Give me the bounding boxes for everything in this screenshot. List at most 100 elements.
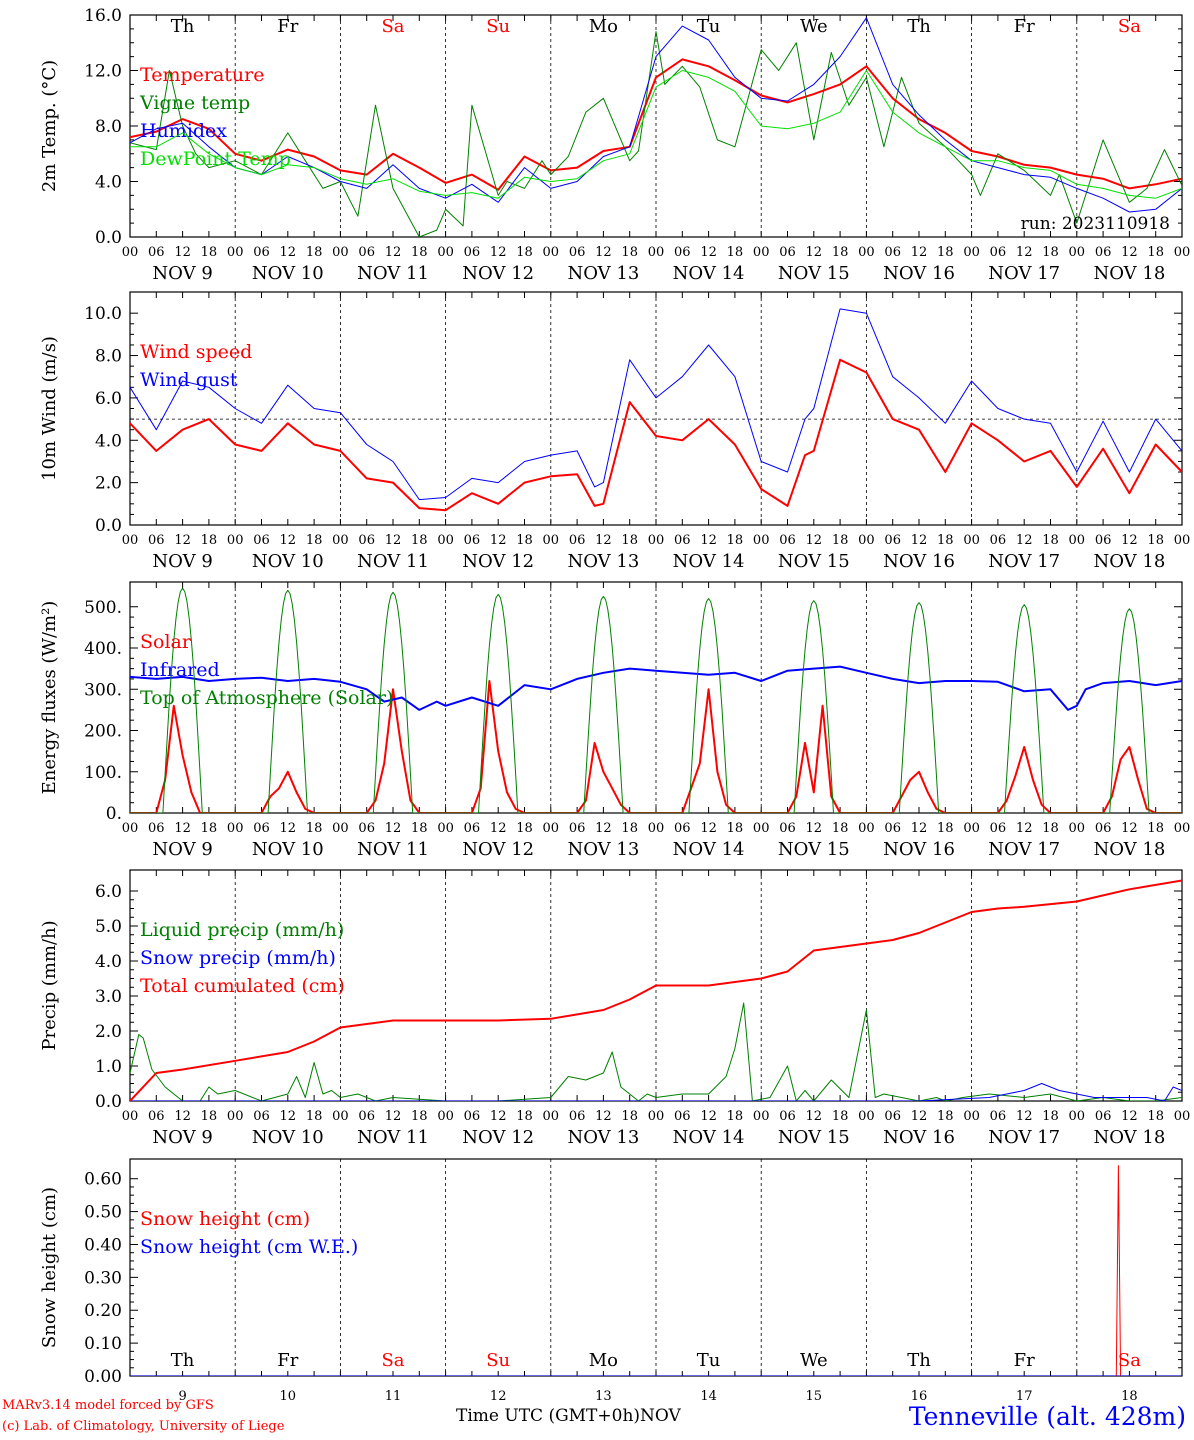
y-tick-label: 6.0 <box>95 389 122 409</box>
hour-tick-label: 06 <box>148 821 165 836</box>
hour-tick-label: 00 <box>1174 245 1191 260</box>
hour-tick-label: 06 <box>1095 245 1112 260</box>
hour-tick-label: 12 <box>385 1109 402 1124</box>
hour-tick-label: 06 <box>569 245 586 260</box>
hour-tick-label: 12 <box>385 533 402 548</box>
hour-tick-label: 00 <box>227 533 244 548</box>
hour-tick-label: 00 <box>648 821 665 836</box>
hour-tick-label: 00 <box>753 1109 770 1124</box>
y-tick-label: 5.0 <box>95 917 122 937</box>
date-label: NOV 9 <box>152 551 212 572</box>
series-line-infrared <box>130 665 1182 711</box>
hour-tick-label: 12 <box>1121 1109 1138 1124</box>
hour-tick-label: 06 <box>253 1109 270 1124</box>
y-axis-label: Snow height (cm) <box>39 1187 60 1348</box>
hour-tick-label: 18 <box>1147 533 1164 548</box>
hour-tick-label: 00 <box>332 821 349 836</box>
hour-tick-label: 12 <box>174 533 191 548</box>
hour-tick-label: 00 <box>437 1109 454 1124</box>
y-tick-label: 4.0 <box>95 431 122 451</box>
hour-tick-label: 06 <box>1095 821 1112 836</box>
hour-tick-label: 18 <box>1042 533 1059 548</box>
hour-tick-label: 06 <box>884 245 901 260</box>
y-tick-label: 4.0 <box>95 952 122 972</box>
y-tick-label: 200. <box>84 722 122 742</box>
hour-tick-label: 00 <box>543 533 560 548</box>
hour-tick-label: 00 <box>1174 1109 1191 1124</box>
hour-tick-label: 18 <box>201 1109 218 1124</box>
day-number-label: 10 <box>280 1389 297 1404</box>
hour-tick-label: 12 <box>595 821 612 836</box>
hour-tick-label: 00 <box>858 821 875 836</box>
day-number-label: 12 <box>490 1389 507 1404</box>
y-axis-label: 10m Wind (m/s) <box>39 336 60 481</box>
date-label: NOV 17 <box>988 1127 1060 1148</box>
series-line-total-cumulated-cm <box>130 879 1182 1101</box>
hour-tick-label: 18 <box>411 821 428 836</box>
hour-tick-label: 12 <box>490 533 507 548</box>
legend-entry: Solar <box>140 631 192 653</box>
hour-tick-label: 18 <box>621 1109 638 1124</box>
date-label: NOV 16 <box>883 1127 955 1148</box>
series-line-snow-precip-mm-h <box>130 1083 1182 1101</box>
date-label: NOV 13 <box>567 839 639 860</box>
hour-tick-label: 18 <box>411 245 428 260</box>
hour-tick-label: 18 <box>727 245 744 260</box>
date-label: NOV 13 <box>567 1127 639 1148</box>
date-label: NOV 15 <box>778 263 850 284</box>
legend-entry: Snow height (cm W.E.) <box>140 1236 358 1258</box>
hour-tick-label: 06 <box>569 533 586 548</box>
hour-tick-label: 00 <box>332 533 349 548</box>
series-line-humidex <box>130 17 1182 213</box>
date-label: NOV 12 <box>462 263 534 284</box>
hour-tick-label: 06 <box>464 245 481 260</box>
hour-tick-label: 12 <box>806 821 823 836</box>
y-tick-label: 6.0 <box>95 882 122 902</box>
hour-tick-label: 06 <box>674 533 691 548</box>
legend-entry: Snow precip (mm/h) <box>140 947 336 969</box>
time-axis-month: NOV <box>640 1406 681 1426</box>
legend-entry: Top of Atmosphere (Solar) <box>140 687 393 709</box>
y-tick-label: 0.60 <box>84 1170 122 1190</box>
y-axis-label: 2m Temp. (°C) <box>39 60 60 192</box>
series-line-dewpoint-temp <box>130 70 1182 199</box>
day-number-label: 13 <box>595 1389 612 1404</box>
y-tick-label: 3.0 <box>95 987 122 1007</box>
weekday-label: Sa <box>1118 1350 1141 1371</box>
run-label: run: 2023110918 <box>1021 214 1170 234</box>
hour-tick-label: 06 <box>779 533 796 548</box>
day-number-label: 14 <box>700 1389 717 1404</box>
hour-tick-label: 12 <box>700 533 717 548</box>
hour-tick-label: 18 <box>201 245 218 260</box>
hour-tick-label: 12 <box>595 533 612 548</box>
legend-entry: Wind speed <box>140 341 252 363</box>
station-name: Tenneville (alt. 428m) <box>908 1402 1186 1431</box>
hour-tick-label: 18 <box>727 1109 744 1124</box>
credit-model: MARv3.14 model forced by GFS <box>2 1398 214 1413</box>
hour-tick-label: 12 <box>490 245 507 260</box>
y-tick-label: 0.40 <box>84 1235 122 1255</box>
hour-tick-label: 12 <box>911 245 928 260</box>
hour-tick-label: 00 <box>227 821 244 836</box>
hour-tick-label: 18 <box>306 533 323 548</box>
hour-tick-label: 06 <box>358 1109 375 1124</box>
legend-entry: Humidex <box>140 120 227 142</box>
hour-tick-label: 06 <box>884 533 901 548</box>
y-axis-label: Energy fluxes (W/m²) <box>39 601 60 795</box>
date-label: NOV 14 <box>673 839 745 860</box>
hour-tick-label: 06 <box>358 245 375 260</box>
hour-tick-label: 12 <box>174 1109 191 1124</box>
date-label: NOV 14 <box>673 1127 745 1148</box>
weekday-label: Mo <box>589 16 618 37</box>
hour-tick-label: 12 <box>1121 245 1138 260</box>
hour-tick-label: 12 <box>280 533 297 548</box>
day-number-label: 9 <box>178 1389 186 1404</box>
hour-tick-label: 18 <box>516 533 533 548</box>
hour-tick-label: 06 <box>990 1109 1007 1124</box>
hour-tick-label: 18 <box>306 1109 323 1124</box>
hour-tick-label: 06 <box>674 245 691 260</box>
hour-tick-label: 18 <box>411 1109 428 1124</box>
date-label: NOV 14 <box>673 551 745 572</box>
hour-tick-label: 00 <box>1069 821 1086 836</box>
hour-tick-label: 00 <box>753 245 770 260</box>
